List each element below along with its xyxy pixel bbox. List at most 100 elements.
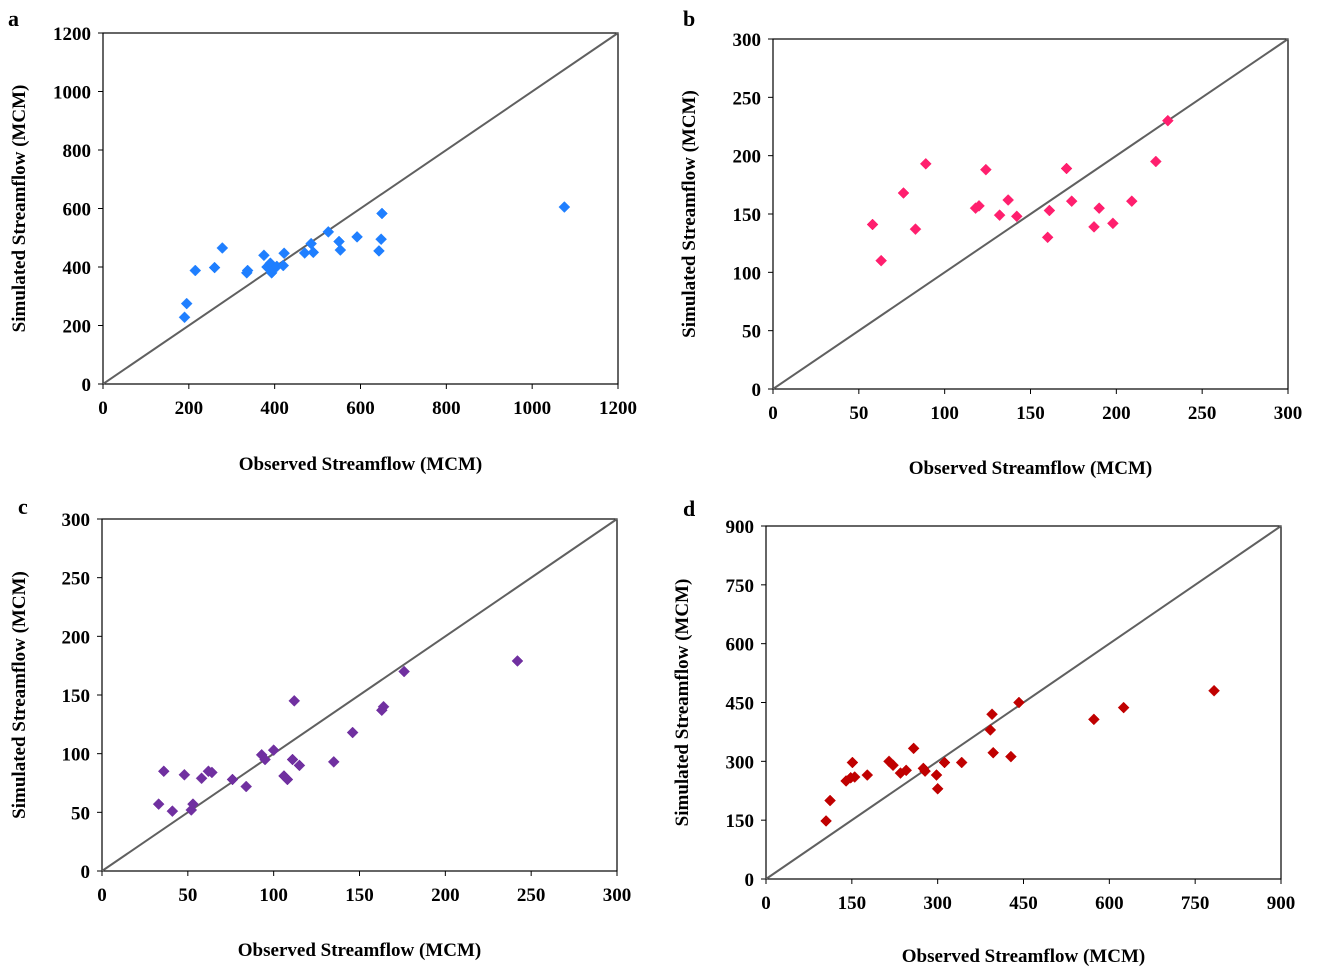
data-point [1010,210,1023,223]
data-point [195,772,208,785]
data-point [511,655,524,667]
data-point [293,759,306,772]
y-tick-label: 1000 [53,83,91,104]
scatter-panel-d: 0 150 300 450 600 750 900 0 150 300 450 600 750 900 Ob… [672,496,1295,967]
one-to-one-line [772,38,1289,390]
data-point [919,157,932,170]
data-point [334,244,347,256]
y-axis-label: Simulated Streamflow (MCM) [9,571,30,819]
data-point [993,209,1006,222]
data-point [241,264,254,277]
y-tick-label: 100 [62,745,91,766]
data-point [824,794,836,807]
data-point [1107,217,1119,230]
data-point [1117,701,1130,714]
y-tick-label: 150 [726,811,755,832]
data-point [298,247,311,259]
data-point [152,798,165,810]
x-tick-label: 600 [1095,893,1124,914]
data-point [376,207,388,220]
data-point [216,242,229,254]
data-point [897,187,910,199]
data-point [973,199,985,212]
data-point [1002,194,1015,206]
data-point [848,771,861,783]
data-point [887,759,899,772]
x-tick-label: 300 [1274,403,1303,424]
x-tick-label: 750 [1181,893,1210,914]
data-point [1149,155,1162,168]
x-tick-label: 100 [930,403,959,424]
y-axis-label: Simulated Streamflow (MCM) [9,85,30,333]
x-tick-label: 50 [849,403,868,424]
x-tick-label: 1000 [513,398,551,419]
data-point [307,246,320,259]
x-tick-label: 150 [345,885,374,906]
y-tick-label: 200 [62,627,91,648]
y-tick-label: 150 [733,205,762,226]
y-tick-label: 300 [726,752,755,773]
data-point [1065,195,1078,208]
y-tick-label: 250 [62,569,91,590]
data-point [938,756,951,769]
x-tick-label: 200 [175,398,204,419]
x-axis-label: Observed Streamflow (MCM) [238,940,481,961]
y-tick-label: 150 [62,686,91,707]
x-tick-label: 0 [97,885,107,906]
scatter-panel-c: 0 50 100 150 200 250 300 0 50 100 150 200 250 300 Obse… [9,494,631,961]
x-tick-label: 900 [1267,893,1296,914]
x-tick-label: 100 [259,885,288,906]
data-point [909,223,922,236]
x-tick-label: 0 [768,403,778,424]
data-point [277,259,290,272]
one-to-one-line [102,32,619,385]
data-point [166,805,179,818]
y-tick-label: 0 [82,375,92,396]
y-tick-label: 1200 [53,24,91,45]
y-axis-label: Simulated Streamflow (MCM) [679,90,700,338]
data-point [986,708,998,721]
x-tick-label: 250 [517,885,546,906]
data-point [286,753,299,766]
data-point [226,773,239,786]
x-tick-label: 0 [761,893,771,914]
data-point [322,226,335,238]
data-point [987,746,1000,759]
data-point [558,201,571,213]
data-point [900,764,913,777]
data-point [375,233,387,246]
data-point [178,768,191,781]
y-tick-label: 900 [726,517,755,538]
y-tick-label: 0 [81,862,91,883]
data-point [180,297,193,310]
x-axis-label: Observed Streamflow (MCM) [909,458,1152,479]
data-point [875,254,888,267]
scatter-panel-b: 0 50 100 150 200 250 300 0 50 100 150 200 250 300 Obse… [679,6,1302,479]
data-point [919,765,931,777]
x-tick-label: 50 [178,885,197,906]
y-axis-label: Simulated Streamflow (MCM) [672,579,693,827]
y-tick-label: 400 [63,258,92,279]
data-point [1005,750,1017,763]
data-point [907,742,920,755]
data-point [1208,684,1220,697]
y-tick-label: 0 [752,380,762,401]
data-point [1161,114,1174,127]
data-point [178,311,191,324]
data-point [258,249,270,262]
x-tick-label: 200 [1102,403,1131,424]
x-axis-label: Observed Streamflow (MCM) [239,454,482,475]
x-tick-label: 600 [346,398,375,419]
data-point [267,744,280,757]
x-tick-label: 1200 [599,398,637,419]
scatter-panel-a: 0 200 400 600 800 1000 1200 0 200 400 600 800 1000 12… [8,6,637,475]
y-tick-label: 750 [726,576,755,597]
data-point [259,753,271,766]
data-point [187,798,199,810]
panel-letter: b [683,6,695,31]
data-point [278,247,290,260]
data-point [377,700,390,713]
panel-letter: c [18,494,28,519]
panel-letter: d [683,496,695,521]
